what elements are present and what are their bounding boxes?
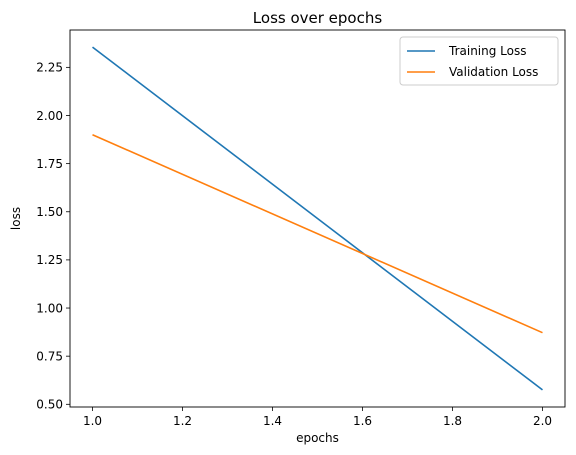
x-axis-label: epochs: [296, 431, 339, 445]
series-line-validation-loss: [92, 134, 543, 334]
legend: Training Loss Validation Loss: [399, 36, 559, 86]
plot-area: 1.0 1.2 1.4 1.6 1.8 2.0 0.50 0.75 1.00 1.25 1.50 1…: [36, 29, 566, 428]
x-tick-label: 2.0: [533, 414, 552, 428]
x-tick-label: 1.0: [83, 414, 102, 428]
y-tick-label: 0.50: [36, 398, 63, 412]
y-tick-label: 1.25: [36, 253, 63, 267]
x-tick-label: 1.2: [173, 414, 192, 428]
x-tick-label: 1.6: [353, 414, 372, 428]
x-axis-ticks: 1.0 1.2 1.4 1.6 1.8 2.0: [83, 407, 552, 428]
y-axis-label: loss: [9, 207, 23, 230]
y-tick-label: 0.75: [36, 349, 63, 363]
series-layer: [92, 46, 543, 391]
x-tick-label: 1.8: [443, 414, 462, 428]
legend-label-validation-loss: Validation Loss: [449, 65, 538, 79]
legend-box: [399, 36, 559, 86]
y-tick-label: 2.25: [36, 61, 63, 75]
legend-label-training-loss: Training Loss: [448, 44, 526, 58]
y-tick-label: 2.00: [36, 109, 63, 123]
axes-frame: [69, 29, 566, 408]
y-tick-label: 1.75: [36, 157, 63, 171]
y-axis-ticks: 0.50 0.75 1.00 1.25 1.50 1.75 2.00 2.25: [36, 61, 70, 412]
series-line-training-loss: [92, 46, 543, 391]
y-tick-label: 1.50: [36, 205, 63, 219]
y-tick-label: 1.00: [36, 301, 63, 315]
x-tick-label: 1.4: [263, 414, 282, 428]
chart-title: Loss over epochs: [253, 9, 383, 27]
